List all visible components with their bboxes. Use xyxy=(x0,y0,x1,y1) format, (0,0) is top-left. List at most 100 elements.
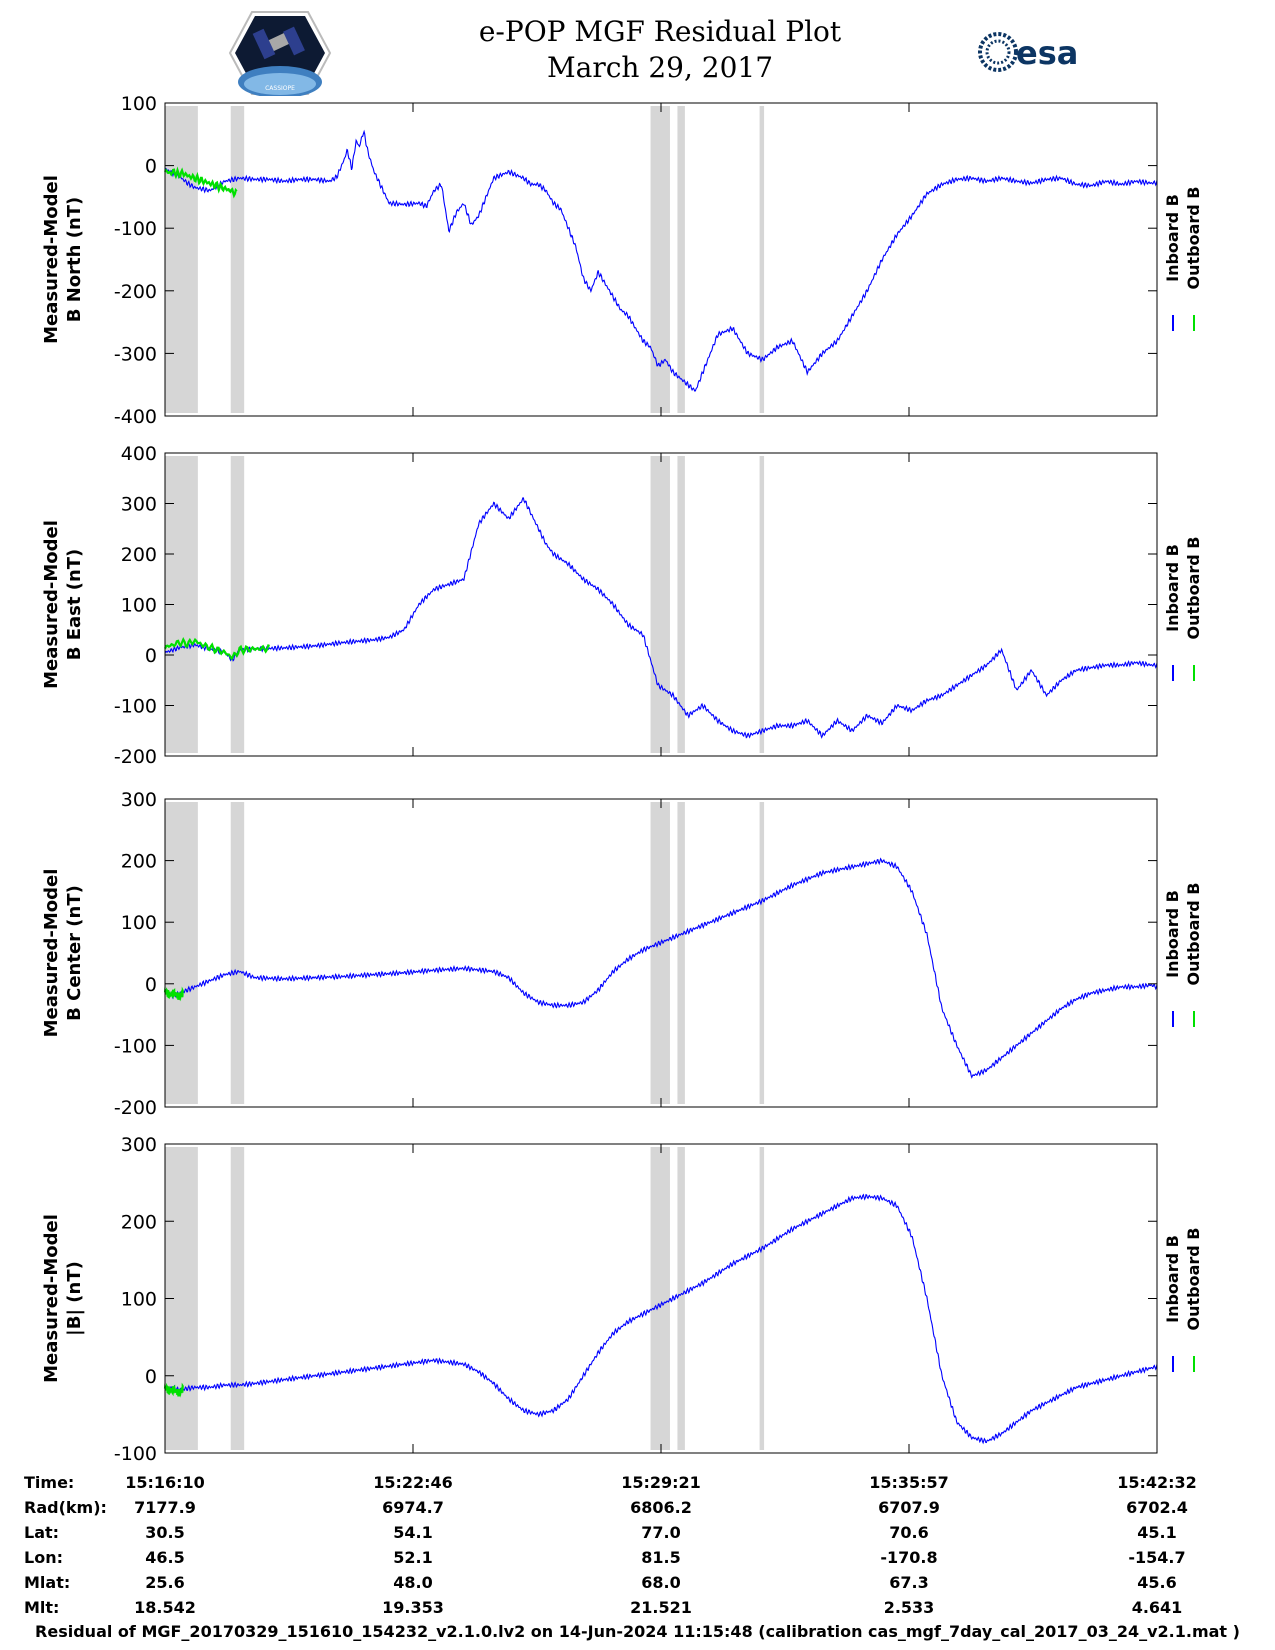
y-tick-label: 100 xyxy=(121,912,157,934)
esa-logo: esa xyxy=(978,32,1078,72)
ephemeris-row-label: Mlat: xyxy=(24,1573,70,1592)
legend-outboard-label: Outboard B xyxy=(1184,1228,1203,1331)
ephemeris-cell: 15:16:10 xyxy=(125,1473,205,1492)
y-tick-label: 300 xyxy=(121,494,157,516)
ephemeris-cell: 6974.7 xyxy=(382,1498,444,1517)
ephemeris-cell: -154.7 xyxy=(1128,1548,1185,1567)
data-gap-2 xyxy=(230,1147,245,1450)
ephemeris-cell: 6806.2 xyxy=(630,1498,692,1517)
data-gap-5 xyxy=(759,456,765,753)
y-tick-label: -300 xyxy=(114,343,157,365)
data-gap-4 xyxy=(677,456,685,753)
ephemeris-table: Time: Rad(km): Lat: Lon: Mlat: Mlt: 15:16:10 71… xyxy=(24,1473,1197,1617)
legend-outboard-label: Outboard B xyxy=(1184,187,1203,290)
ephemeris-cell: 21.521 xyxy=(630,1598,692,1617)
data-gap-5 xyxy=(759,802,765,1104)
legend-inboard-label: Inboard B xyxy=(1163,194,1182,282)
panel-2: 400 300 200 100 0 -100 -200 Measured-Model B Eas… xyxy=(41,443,1203,768)
data-gap-4 xyxy=(677,802,685,1104)
svg-text:CASSIOPE: CASSIOPE xyxy=(265,85,295,92)
ephemeris-cell: 15:22:46 xyxy=(373,1473,453,1492)
ephemeris-cell: 48.0 xyxy=(393,1573,432,1592)
y-tick-label: -400 xyxy=(114,406,157,428)
ephemeris-cell: 81.5 xyxy=(641,1548,680,1567)
y-tick-label: 300 xyxy=(121,789,157,811)
cassiope-satellite-logo: CASSIOPE xyxy=(228,11,332,96)
y-axis-label-line-2: |B| (nT) xyxy=(64,1261,85,1336)
y-tick-label: -100 xyxy=(114,1035,157,1057)
y-tick-label: 0 xyxy=(145,1366,157,1388)
series-outboard-line xyxy=(164,166,238,199)
series-inboard-line xyxy=(164,497,1158,739)
y-tick-label: 0 xyxy=(145,974,157,996)
series-inboard-line xyxy=(164,129,1158,392)
y-tick-label: 100 xyxy=(121,1289,157,1311)
data-gap-2 xyxy=(230,106,245,413)
ephemeris-cell: 67.3 xyxy=(889,1573,928,1592)
data-gap-1 xyxy=(165,802,198,1104)
series-inboard-line xyxy=(164,857,1158,1079)
y-tick-label: 0 xyxy=(145,156,157,178)
y-tick-label: 100 xyxy=(121,595,157,617)
svg-text:esa: esa xyxy=(1016,34,1078,72)
legend-outboard-label: Outboard B xyxy=(1184,883,1203,986)
y-tick-label: 300 xyxy=(121,1134,157,1156)
ephemeris-cell: 45.6 xyxy=(1137,1573,1176,1592)
panel-4: 300 200 100 0 -100 Measured-Model |B| (nT) Inbo… xyxy=(41,1134,1203,1465)
ephemeris-cell: 15:42:32 xyxy=(1117,1473,1197,1492)
y-tick-label: 0 xyxy=(145,645,157,667)
ephemeris-cell: 7177.9 xyxy=(134,1498,196,1517)
y-tick-label: 400 xyxy=(121,443,157,465)
ephemeris-cell: 6707.9 xyxy=(878,1498,940,1517)
y-axis-label-line-1: Measured-Model xyxy=(41,520,62,689)
panel-1: 100 0 -100 -200 -300 -400 Measured-Model B Nort… xyxy=(41,93,1203,428)
y-tick-label: -100 xyxy=(114,696,157,718)
ephemeris-row-label: Mlt: xyxy=(24,1598,59,1617)
ephemeris-cell: 4.641 xyxy=(1132,1598,1183,1617)
panel-3: 300 200 100 0 -100 -200 Measured-Model B Center… xyxy=(41,789,1203,1119)
y-tick-label: 200 xyxy=(121,1211,157,1233)
ephemeris-cell: 45.1 xyxy=(1137,1523,1176,1542)
y-axis-label-line-1: Measured-Model xyxy=(41,175,62,344)
y-axis-label-line-2: B Center (nT) xyxy=(64,885,85,1021)
ephemeris-row-label: Lat: xyxy=(24,1523,59,1542)
y-axis-label-line-1: Measured-Model xyxy=(41,1214,62,1383)
y-tick-label: -200 xyxy=(114,1097,157,1119)
series-inboard-line xyxy=(164,1193,1158,1445)
legend-inboard-label: Inboard B xyxy=(1163,544,1182,632)
y-axis-label-line-1: Measured-Model xyxy=(41,869,62,1038)
data-gap-3 xyxy=(650,456,670,753)
y-tick-label: 100 xyxy=(121,93,157,115)
ephemeris-cell: 19.353 xyxy=(382,1598,444,1617)
data-gap-1 xyxy=(165,106,198,413)
y-tick-label: -200 xyxy=(114,281,157,303)
data-gap-5 xyxy=(759,106,765,413)
chart-title: e-POP MGF Residual Plot March 29, 2017 xyxy=(380,14,940,86)
y-tick-label: -100 xyxy=(114,1443,157,1465)
data-gap-3 xyxy=(650,106,670,413)
series-outboard-line xyxy=(164,636,270,661)
ephemeris-cell: 46.5 xyxy=(145,1548,184,1567)
legend-inboard-label: Inboard B xyxy=(1163,1235,1182,1323)
ephemeris-cell: 6702.4 xyxy=(1126,1498,1188,1517)
ephemeris-cell: 54.1 xyxy=(393,1523,432,1542)
y-tick-label: 200 xyxy=(121,851,157,873)
data-gap-2 xyxy=(230,802,245,1104)
ephemeris-cell: 25.6 xyxy=(145,1573,184,1592)
ephemeris-cell: 2.533 xyxy=(884,1598,935,1617)
data-gap-3 xyxy=(650,1147,670,1450)
data-gap-4 xyxy=(677,1147,685,1450)
ephemeris-cell: 18.542 xyxy=(134,1598,196,1617)
chart-title-line-1: e-POP MGF Residual Plot xyxy=(478,15,842,48)
legend-inboard-label: Inboard B xyxy=(1163,890,1182,978)
series-outboard-line xyxy=(163,1382,184,1398)
data-gap-5 xyxy=(759,1147,765,1450)
ephemeris-cell: 77.0 xyxy=(641,1523,680,1542)
ephemeris-cell: 15:29:21 xyxy=(621,1473,701,1492)
legend-outboard-label: Outboard B xyxy=(1184,537,1203,640)
series-outboard-line xyxy=(163,986,184,1002)
ephemeris-cell: -170.8 xyxy=(880,1548,937,1567)
ephemeris-row-label: Time: xyxy=(24,1473,74,1492)
data-gap-4 xyxy=(677,106,685,413)
